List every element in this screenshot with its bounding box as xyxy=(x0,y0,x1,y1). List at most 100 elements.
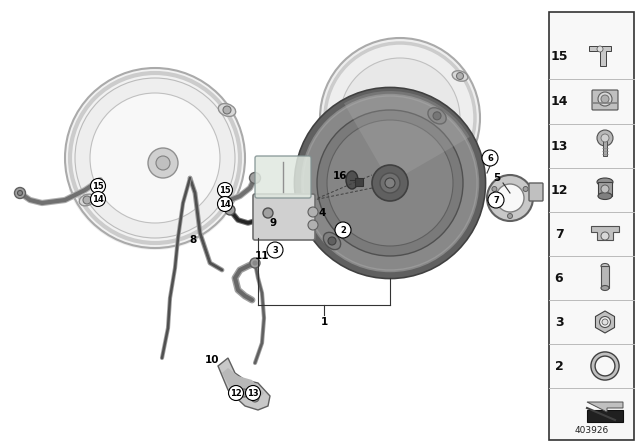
Circle shape xyxy=(335,222,351,238)
Circle shape xyxy=(15,188,26,198)
Circle shape xyxy=(90,93,220,223)
Text: 4: 4 xyxy=(318,208,326,218)
Circle shape xyxy=(75,78,235,238)
Circle shape xyxy=(65,68,245,248)
Circle shape xyxy=(320,38,480,198)
Ellipse shape xyxy=(452,71,468,81)
Text: 13: 13 xyxy=(247,388,259,397)
Circle shape xyxy=(90,178,106,194)
Text: 12: 12 xyxy=(550,184,568,197)
Circle shape xyxy=(482,150,498,166)
Circle shape xyxy=(253,260,257,266)
Ellipse shape xyxy=(412,128,432,144)
Text: 14: 14 xyxy=(550,95,568,108)
FancyBboxPatch shape xyxy=(255,156,311,198)
Wedge shape xyxy=(321,118,458,200)
Circle shape xyxy=(308,207,318,217)
Bar xyxy=(355,178,363,186)
Circle shape xyxy=(240,389,248,397)
Circle shape xyxy=(601,185,609,193)
Circle shape xyxy=(456,73,463,79)
Circle shape xyxy=(385,178,395,188)
Text: 15: 15 xyxy=(219,185,231,194)
Text: 9: 9 xyxy=(269,218,276,228)
Circle shape xyxy=(308,220,318,230)
Bar xyxy=(598,182,612,196)
Text: 14: 14 xyxy=(92,194,104,203)
Text: 5: 5 xyxy=(493,173,500,183)
Circle shape xyxy=(601,134,609,142)
Bar xyxy=(587,410,623,422)
Text: 16: 16 xyxy=(333,171,348,181)
Polygon shape xyxy=(222,368,264,400)
Bar xyxy=(601,266,609,288)
Polygon shape xyxy=(591,226,619,240)
Ellipse shape xyxy=(597,178,613,186)
Wedge shape xyxy=(68,158,225,250)
Circle shape xyxy=(496,184,524,212)
Wedge shape xyxy=(344,91,470,183)
Text: 7: 7 xyxy=(493,195,499,204)
Circle shape xyxy=(433,112,441,120)
Circle shape xyxy=(380,173,400,193)
Polygon shape xyxy=(587,402,623,412)
Text: 15: 15 xyxy=(550,49,568,63)
Circle shape xyxy=(372,165,408,201)
Ellipse shape xyxy=(379,96,397,110)
Ellipse shape xyxy=(428,108,446,124)
Circle shape xyxy=(228,385,243,401)
Ellipse shape xyxy=(601,285,609,290)
Circle shape xyxy=(250,258,260,268)
Ellipse shape xyxy=(218,103,236,116)
Circle shape xyxy=(492,186,497,191)
Circle shape xyxy=(340,58,460,178)
Text: 8: 8 xyxy=(189,235,196,245)
Circle shape xyxy=(246,385,260,401)
Circle shape xyxy=(295,88,485,278)
Text: 7: 7 xyxy=(555,228,563,241)
Circle shape xyxy=(328,237,336,245)
Ellipse shape xyxy=(598,193,612,199)
Bar xyxy=(549,12,634,440)
Text: 2: 2 xyxy=(340,225,346,234)
Circle shape xyxy=(218,182,232,198)
Circle shape xyxy=(17,190,22,195)
Circle shape xyxy=(223,106,231,114)
Text: 10: 10 xyxy=(205,355,220,365)
Circle shape xyxy=(600,316,611,327)
Polygon shape xyxy=(218,358,270,410)
Text: 1: 1 xyxy=(321,317,328,327)
Bar xyxy=(603,138,607,156)
Circle shape xyxy=(488,192,504,208)
Circle shape xyxy=(597,130,613,146)
FancyBboxPatch shape xyxy=(592,90,618,110)
Circle shape xyxy=(148,148,178,178)
Ellipse shape xyxy=(601,263,609,268)
Ellipse shape xyxy=(323,233,340,250)
Circle shape xyxy=(487,175,533,221)
Circle shape xyxy=(218,197,232,211)
Circle shape xyxy=(601,95,609,103)
Circle shape xyxy=(267,242,283,258)
Circle shape xyxy=(90,191,106,207)
Ellipse shape xyxy=(79,194,95,206)
Polygon shape xyxy=(589,46,611,66)
Text: 15: 15 xyxy=(92,181,104,190)
Text: 14: 14 xyxy=(219,199,231,208)
Polygon shape xyxy=(595,311,614,333)
Ellipse shape xyxy=(374,92,402,114)
Circle shape xyxy=(225,205,235,215)
FancyBboxPatch shape xyxy=(253,194,315,240)
Text: 3: 3 xyxy=(272,246,278,254)
Circle shape xyxy=(156,156,170,170)
Circle shape xyxy=(263,208,273,218)
Circle shape xyxy=(602,319,608,325)
Circle shape xyxy=(508,214,513,219)
Ellipse shape xyxy=(346,171,358,189)
Text: 12: 12 xyxy=(230,388,242,397)
FancyBboxPatch shape xyxy=(529,183,543,201)
Text: 3: 3 xyxy=(555,315,563,328)
Circle shape xyxy=(250,172,260,184)
Circle shape xyxy=(597,46,603,52)
Text: 2: 2 xyxy=(555,359,563,372)
